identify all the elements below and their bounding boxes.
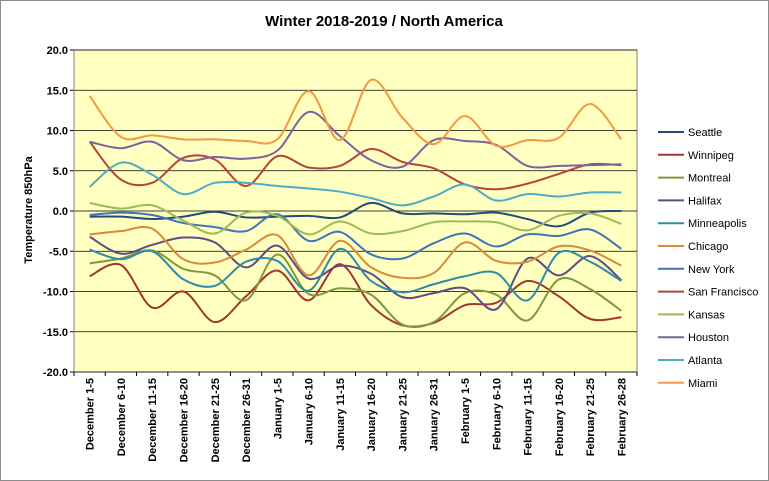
x-tick-label: February 6-10	[491, 378, 503, 450]
series-line-halifax	[89, 235, 623, 311]
y-tick-label: -15.0	[43, 327, 68, 339]
legend-label-halifax: Halifax	[688, 195, 722, 207]
legend-label-miami: Miami	[688, 378, 717, 390]
x-tick-label: February 1-5	[460, 378, 472, 444]
y-tick-label: -10.0	[43, 287, 68, 299]
x-tick-label: February 16-20	[554, 378, 566, 456]
series-line-kansas	[89, 201, 622, 236]
series-line-houston	[89, 110, 622, 169]
x-tick-label: January 6-10	[304, 378, 316, 445]
y-tick-label: 10.0	[47, 126, 68, 138]
y-tick-label: 15.0	[47, 85, 68, 97]
legend-label-kansas: Kansas	[688, 309, 725, 321]
x-tick-label: January 1-5	[272, 378, 284, 439]
x-tick-label: January 11-15	[335, 378, 347, 451]
legend-label-seattle: Seattle	[688, 127, 722, 139]
y-tick-label: -5.0	[49, 246, 68, 258]
series-line-minneapolis	[89, 247, 622, 302]
legend-label-houston: Houston	[688, 332, 729, 344]
series-line-montreal	[89, 249, 622, 329]
x-tick-label: December 1-5	[85, 378, 97, 450]
legend-label-minneapolis: Minneapolis	[688, 218, 747, 230]
legend-label-montreal: Montreal	[688, 173, 731, 185]
legend-label-chicago: Chicago	[688, 241, 728, 253]
legend: Seattle Winnipeg Montreal Halifax Minneapoli…	[658, 127, 758, 390]
x-tick-label: December 16-20	[178, 378, 190, 462]
x-tick-label: December 6-10	[116, 378, 128, 456]
x-tick-label: December 26-31	[241, 378, 253, 462]
x-tick-label: December 11-15	[147, 378, 159, 462]
plot-area: -20.0 -15.0 -10.0 -5.0 0.0 5.0 10.0 15.0 20.0 Dec…	[43, 45, 638, 462]
x-tick-label: February 21-25	[585, 378, 597, 456]
x-tick-label: January 16-20	[366, 378, 378, 451]
legend-label-atlanta: Atlanta	[688, 355, 723, 367]
legend-label-winnipeg: Winnipeg	[688, 150, 734, 162]
series-line-atlanta	[88, 161, 622, 207]
legend-label-new-york: New York	[688, 264, 735, 276]
y-tick-label: 5.0	[53, 166, 68, 178]
y-tick-label: -20.0	[43, 367, 68, 379]
series-line-winnipeg	[89, 262, 622, 328]
x-tick-label: January 21-25	[397, 378, 409, 451]
y-tick-label: 0.0	[53, 206, 68, 218]
x-tick-label: February 11-15	[523, 378, 535, 456]
y-tick-label: 20.0	[47, 45, 68, 57]
chart-title: Winter 2018-2019 / North America	[265, 13, 503, 30]
series-line-seattle	[89, 201, 622, 228]
legend-label-san-francisco: San Francisco	[688, 287, 758, 299]
y-axis-label: Temperature 850hPa	[23, 155, 35, 263]
series-line-miami	[88, 78, 623, 148]
series-line-chicago	[89, 225, 622, 280]
x-tick-label: December 21-25	[210, 378, 222, 462]
x-tick-label: February 26-28	[616, 378, 628, 456]
series-line-new-york	[89, 211, 622, 261]
x-tick-label: January 26-31	[429, 378, 441, 451]
